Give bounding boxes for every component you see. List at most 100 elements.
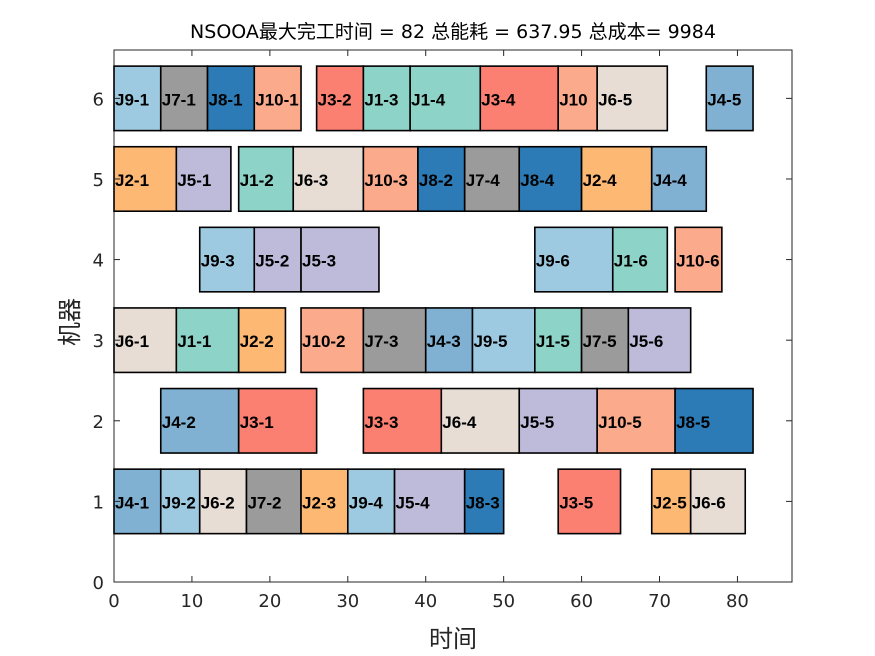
task-bar	[471, 307, 536, 374]
task-bar	[463, 145, 521, 213]
x-tick-label: 10	[180, 591, 203, 612]
task-bar-group: J9-4	[346, 468, 396, 535]
task-label: J9-6	[536, 252, 570, 271]
task-bar-group: J2-4	[580, 145, 653, 213]
y-tick-label: 1	[93, 492, 104, 513]
task-label: J5-6	[629, 332, 663, 351]
task-label: J1-2	[240, 171, 274, 190]
y-tick-label: 4	[93, 251, 104, 272]
task-label: J3-5	[559, 493, 593, 512]
task-bar-group: J4-1	[113, 468, 162, 535]
task-bar-group: J3-3	[362, 387, 443, 454]
task-bar-group: J1-2	[237, 145, 295, 213]
task-bar	[611, 226, 669, 293]
chart-title: NSOOA最大完工时间 = 82 总能耗 = 637.95 总成本= 9984	[190, 21, 716, 43]
task-bar	[292, 145, 365, 213]
y-tick-label: 6	[93, 89, 104, 110]
task-label: J10-2	[302, 332, 345, 351]
task-bar	[534, 226, 614, 293]
task-bar	[198, 226, 256, 293]
task-bar	[650, 468, 692, 535]
task-bar	[159, 65, 209, 132]
task-label: J7-2	[247, 493, 281, 512]
x-tick-label: 80	[726, 591, 749, 612]
task-bar-group: J10	[557, 65, 598, 132]
x-axis-label: 时间	[429, 625, 477, 653]
task-bar-group: J10-3	[362, 145, 419, 213]
task-label: J5-1	[177, 171, 211, 190]
task-bar-group: J9-3	[198, 226, 256, 293]
task-bar-group: J9-2	[159, 468, 201, 535]
task-bar-group: J7-4	[463, 145, 521, 213]
task-bar-group: J10-1	[253, 65, 302, 132]
task-label: J8-1	[209, 90, 243, 109]
task-label: J5-5	[520, 413, 554, 432]
task-bar	[580, 307, 630, 374]
task-bar	[300, 226, 380, 293]
task-label: J8-2	[419, 171, 453, 190]
task-bar-group: J8-5	[674, 387, 754, 454]
task-bar-group: J5-5	[518, 387, 598, 454]
task-bar	[362, 387, 443, 454]
task-bar-group: J6-4	[440, 387, 521, 454]
task-bar-group: J4-2	[159, 387, 240, 454]
task-label: J5-3	[302, 252, 336, 271]
task-label: J9-1	[115, 90, 149, 109]
task-bar	[245, 468, 302, 535]
task-label: J2-1	[115, 171, 149, 190]
y-tick-label: 3	[93, 331, 104, 352]
task-bar-group: J1-6	[611, 226, 669, 293]
task-label: J3-4	[481, 90, 516, 109]
task-label: J5-4	[396, 493, 431, 512]
task-label: J6-5	[598, 90, 632, 109]
task-bar	[479, 65, 560, 132]
task-bar-group: J7-5	[580, 307, 630, 374]
task-label: J6-1	[115, 332, 149, 351]
task-label: J9-3	[201, 252, 235, 271]
task-bar-group: J1-1	[175, 307, 240, 374]
task-bar-group: J6-3	[292, 145, 365, 213]
task-bar-group: J10-6	[674, 226, 723, 293]
task-bar	[362, 307, 427, 374]
x-tick-label: 20	[258, 591, 281, 612]
task-label: J1-5	[536, 332, 570, 351]
task-bar-group: J8-1	[206, 65, 256, 132]
task-label: J7-1	[162, 90, 196, 109]
task-bar-group: J4-5	[705, 65, 754, 132]
task-bar-group: J3-4	[479, 65, 560, 132]
task-bar	[253, 65, 302, 132]
task-label: J6-2	[201, 493, 235, 512]
task-bar-group: J8-2	[417, 145, 466, 213]
task-bar-group: J10-5	[596, 387, 676, 454]
task-bar-group: J6-5	[596, 65, 669, 132]
task-bar	[300, 468, 349, 535]
task-bar	[596, 387, 676, 454]
task-label: J2-5	[653, 493, 687, 512]
task-bar	[346, 468, 396, 535]
task-bar-group: J7-1	[159, 65, 209, 132]
task-label: J4-2	[162, 413, 196, 432]
task-bar	[113, 65, 162, 132]
task-bar	[557, 468, 622, 535]
task-bar-group: J9-1	[113, 65, 162, 132]
task-bar	[650, 145, 708, 213]
task-label: J6-3	[294, 171, 328, 190]
y-tick-label: 2	[93, 412, 104, 433]
task-label: J2-3	[302, 493, 336, 512]
task-bar	[627, 307, 692, 374]
task-bar	[198, 468, 248, 535]
x-tick-label: 30	[336, 591, 359, 612]
plot-area: J9-1 J7-1 J8-1 J10-1 J3-2 J1-3 J1-4 J3-4 J10 J6-5…	[93, 49, 793, 612]
task-label: J6-4	[442, 413, 477, 432]
task-bar	[596, 65, 669, 132]
task-bar-group: J4-3	[424, 307, 474, 374]
task-bar	[557, 65, 598, 132]
task-bar	[175, 145, 232, 213]
task-bar-group: J5-4	[393, 468, 466, 535]
task-bar-group: J10-2	[300, 307, 365, 374]
task-bar	[253, 226, 302, 293]
task-label: J1-1	[177, 332, 211, 351]
task-label: J7-4	[466, 171, 501, 190]
y-tick-label: 5	[93, 170, 104, 191]
